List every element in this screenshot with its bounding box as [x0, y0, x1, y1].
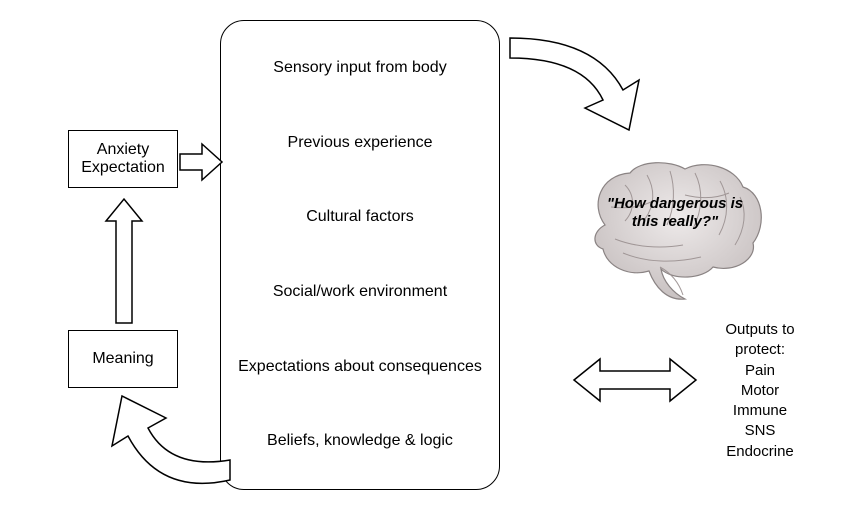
meaning-box: Meaning — [68, 330, 178, 388]
anxiety-line: Anxiety — [97, 141, 149, 159]
factors-box: Sensory input from body Previous experie… — [220, 20, 500, 490]
factor-item: Cultural factors — [306, 203, 414, 232]
output-item: Endocrine — [700, 442, 820, 462]
factor-item: Beliefs, knowledge & logic — [267, 427, 453, 456]
output-item: Motor — [700, 381, 820, 401]
output-item: Immune — [700, 401, 820, 421]
factor-item: Expectations about consequences — [238, 353, 482, 382]
outputs-heading: Outputs to — [700, 320, 820, 340]
brain-question-text: "How dangerous is this really?" — [595, 195, 755, 231]
factor-item: Previous experience — [288, 129, 433, 158]
factor-item: Sensory input from body — [273, 54, 446, 83]
outputs-block: Outputs to protect: Pain Motor Immune SN… — [700, 320, 820, 462]
arrow-meaning-to-anxiety — [104, 195, 144, 325]
arrow-anxiety-to-factors — [178, 142, 226, 182]
arrow-factors-to-meaning — [80, 388, 240, 508]
factor-item: Social/work environment — [273, 278, 447, 307]
arrow-factors-to-brain — [505, 20, 685, 170]
arrow-brain-outputs-bidir — [570, 355, 700, 405]
expectation-line: Expectation — [81, 159, 165, 177]
output-item: SNS — [700, 421, 820, 441]
output-item: Pain — [700, 361, 820, 381]
outputs-heading: protect: — [700, 340, 820, 360]
meaning-label: Meaning — [92, 350, 153, 368]
brain-region: "How dangerous is this really?" — [575, 155, 775, 305]
anxiety-expectation-box: Anxiety Expectation — [68, 130, 178, 188]
